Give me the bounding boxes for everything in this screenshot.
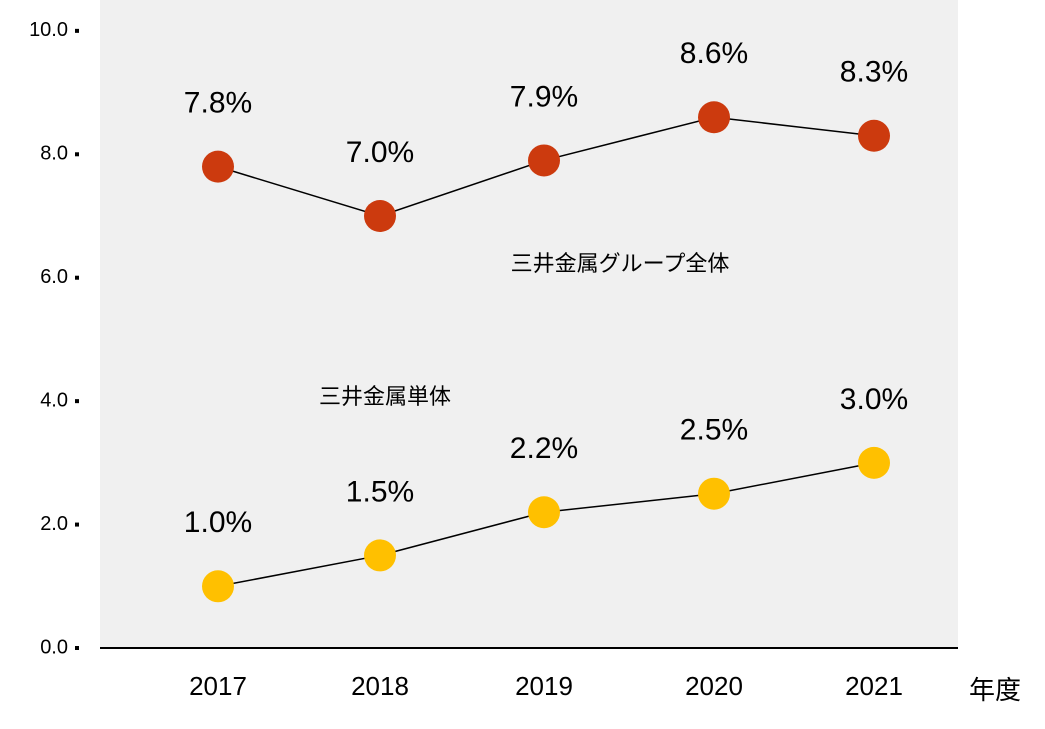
marker [528, 496, 560, 529]
marker [698, 477, 730, 510]
marker [858, 119, 890, 152]
x-axis-label: 年度 [969, 675, 1021, 705]
x-tick-label: 2020 [685, 671, 743, 701]
x-tick-label: 2017 [189, 671, 247, 701]
marker [202, 150, 234, 183]
y-tick-label: 8.0 [40, 143, 68, 165]
y-tick-mark [75, 275, 79, 280]
marker [528, 144, 560, 177]
value-label: 2.2% [510, 432, 578, 465]
x-tick-label: 2021 [845, 671, 903, 701]
marker [858, 446, 890, 479]
value-label: 7.8% [184, 87, 252, 120]
value-label: 7.9% [510, 80, 578, 113]
value-label: 2.5% [680, 414, 748, 447]
value-label: 3.0% [840, 383, 908, 416]
value-label: 8.3% [840, 56, 908, 89]
y-tick-label: 4.0 [40, 389, 68, 411]
series-label: 三井金属単体 [319, 384, 451, 409]
marker [364, 200, 396, 232]
y-tick-label: 0.0 [40, 636, 68, 658]
plot-area [100, 0, 958, 648]
series-label: 三井金属グループ全体 [511, 251, 730, 276]
x-tick-label: 2019 [515, 671, 573, 701]
value-label: 1.5% [346, 475, 414, 508]
y-tick-mark [75, 522, 79, 527]
y-tick-mark [75, 152, 79, 157]
value-label: 1.0% [184, 506, 252, 539]
y-tick-mark [75, 646, 79, 650]
x-tick-label: 2018 [351, 671, 409, 701]
marker [202, 570, 234, 603]
y-tick-mark [75, 399, 79, 404]
value-label: 7.0% [346, 136, 414, 169]
marker [364, 539, 396, 572]
y-tick-label: 10.0 [29, 19, 68, 41]
y-tick-mark [75, 28, 79, 33]
y-tick-label: 2.0 [40, 513, 68, 535]
y-tick-label: 6.0 [40, 266, 68, 288]
value-label: 8.6% [680, 37, 748, 70]
marker [698, 101, 730, 134]
